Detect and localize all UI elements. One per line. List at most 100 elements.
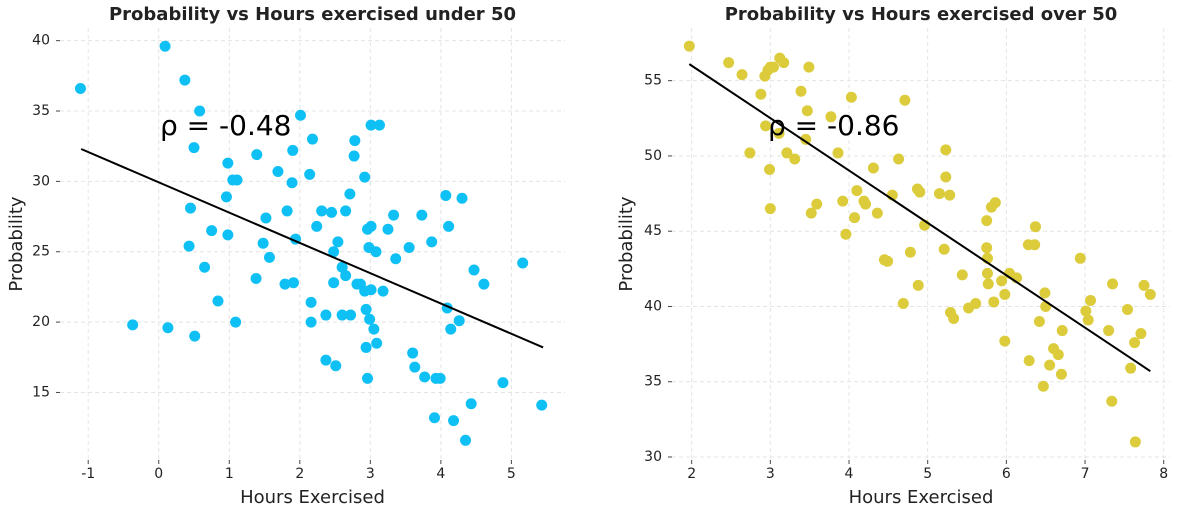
- x-tick-label: 1: [225, 466, 234, 482]
- y-tick-label: 30: [32, 173, 50, 189]
- scatter-point: [1029, 221, 1041, 233]
- scatter-point: [999, 288, 1011, 300]
- scatter-point: [340, 270, 352, 282]
- scatter-point: [1037, 380, 1049, 392]
- scatter-point: [374, 119, 386, 131]
- scatter-point: [468, 264, 480, 276]
- scatter-point: [497, 377, 509, 389]
- scatter-point: [1103, 325, 1115, 337]
- scatter-point: [982, 278, 994, 290]
- y-tick-label: 25: [32, 244, 50, 260]
- scatter-point: [349, 135, 361, 147]
- scatter-point: [832, 147, 844, 159]
- scatter-point: [360, 341, 372, 353]
- scatter-point: [845, 91, 857, 103]
- scatter-point: [189, 330, 201, 342]
- scatter-point: [127, 319, 139, 331]
- scatter-point: [897, 297, 909, 309]
- scatter-point: [893, 153, 905, 165]
- scatter-point: [938, 243, 950, 255]
- scatter-point: [416, 209, 428, 221]
- x-tick-label: 5: [507, 466, 516, 482]
- scatter-point: [440, 189, 452, 201]
- scatter-point: [263, 251, 275, 263]
- scatter-point: [912, 279, 924, 291]
- scatter-point: [448, 415, 460, 427]
- scatter-point: [419, 371, 431, 383]
- scatter-point: [194, 105, 206, 117]
- scatter-point: [222, 157, 234, 169]
- scatter-point: [736, 69, 748, 81]
- scatter-point: [456, 192, 468, 204]
- scatter-point: [988, 296, 1000, 308]
- scatter-point: [287, 144, 299, 156]
- y-tick-label: 55: [644, 73, 662, 89]
- scatter-point: [1029, 239, 1041, 251]
- scatter-point: [1144, 288, 1156, 300]
- scatter-point: [803, 61, 815, 73]
- scatter-point: [683, 40, 695, 52]
- scatter-point: [1138, 279, 1150, 291]
- x-tick-label: 5: [923, 466, 932, 482]
- scatter-point: [837, 195, 849, 207]
- scatter-point: [305, 316, 317, 328]
- x-tick-label: 2: [687, 466, 696, 482]
- scatter-point: [840, 228, 852, 240]
- scatter-point: [272, 166, 284, 178]
- regression-line: [688, 63, 1151, 373]
- scatter-point: [371, 337, 383, 349]
- scatter-point: [377, 285, 389, 297]
- scatter-point: [867, 162, 879, 174]
- scatter-point: [370, 246, 382, 258]
- scatter-point: [360, 303, 372, 315]
- scatter-point: [364, 313, 376, 325]
- x-tick-label: 2: [295, 466, 304, 482]
- y-tick-label: 40: [32, 33, 50, 49]
- scatter-point: [287, 277, 299, 289]
- scatter-point: [805, 207, 817, 219]
- scatter-point: [825, 111, 837, 123]
- y-tick-label: 45: [644, 223, 662, 239]
- y-tick-label: 50: [644, 148, 662, 164]
- chart-title: Probability vs Hours exercised over 50: [725, 4, 1118, 25]
- scatter-point: [899, 94, 911, 106]
- scatter-point: [1125, 362, 1137, 374]
- scatter-point: [407, 347, 419, 359]
- scatter-point: [336, 261, 348, 273]
- scatter-point: [989, 197, 1001, 209]
- scatter-point: [882, 255, 894, 267]
- scatter-point: [183, 240, 195, 252]
- y-axis-label: Probability: [6, 196, 27, 291]
- scatter-point: [764, 163, 776, 175]
- scatter-point: [860, 198, 872, 210]
- scatter-point: [1033, 316, 1045, 328]
- scatter-point: [212, 295, 224, 307]
- scatter-point: [849, 212, 861, 224]
- scatter-point: [453, 315, 465, 327]
- scatter-point: [320, 354, 332, 366]
- scatter-point: [1122, 303, 1134, 315]
- scatter-point: [778, 57, 790, 69]
- x-tick-label: 0: [154, 466, 163, 482]
- scatter-point: [365, 284, 377, 296]
- scatter-point: [220, 191, 232, 203]
- scatter-point: [800, 133, 812, 145]
- scatter-point: [996, 275, 1008, 287]
- scatter-point: [365, 220, 377, 232]
- scatter-point: [795, 85, 807, 97]
- scatter-point: [760, 120, 772, 132]
- scatter-point: [1023, 355, 1035, 367]
- scatter-point: [981, 215, 993, 227]
- scatter-point: [179, 74, 191, 86]
- scatter-point: [348, 150, 360, 162]
- scatter-point: [222, 229, 234, 241]
- scatter-point: [409, 361, 421, 373]
- annotation: ρ = -0.86: [768, 109, 899, 142]
- y-tick-label: 40: [644, 298, 662, 314]
- scatter-point: [970, 297, 982, 309]
- scatter-point: [382, 223, 394, 235]
- scatter-point: [1106, 395, 1118, 407]
- scatter-point: [286, 177, 298, 189]
- chart-title: Probability vs Hours exercised under 50: [109, 4, 516, 25]
- scatter-point: [359, 171, 371, 183]
